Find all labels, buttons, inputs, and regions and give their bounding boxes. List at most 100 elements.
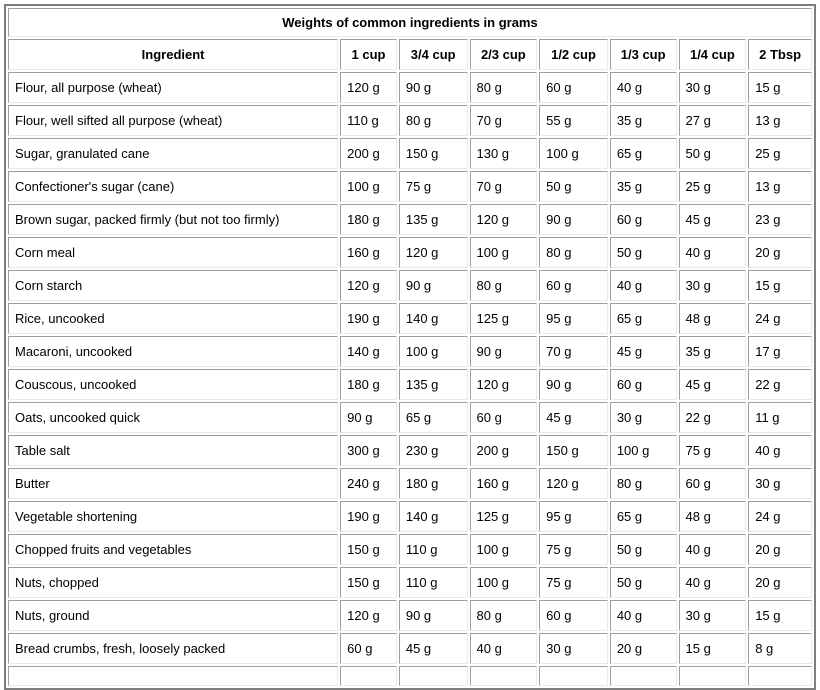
- ingredient-column-header: Ingredient: [8, 39, 339, 70]
- weight-cell: 60 g: [539, 270, 608, 301]
- weight-cell: 135 g: [398, 204, 468, 235]
- weight-cell: 60 g: [539, 72, 608, 103]
- ingredient-cell: Butter: [8, 468, 339, 499]
- weight-cell: 95 g: [539, 501, 608, 532]
- table-title: Weights of common ingredients in grams: [8, 8, 812, 37]
- weight-cell: 150 g: [340, 567, 397, 598]
- weight-cell: 90 g: [469, 336, 538, 367]
- ingredient-cell: Macaroni, uncooked: [8, 336, 339, 367]
- weight-cell: 30 g: [609, 402, 677, 433]
- quantity-column-header: 2 Tbsp: [748, 39, 812, 70]
- weight-cell: 100 g: [609, 435, 677, 466]
- ingredient-cell: Brown sugar, packed firmly (but not too …: [8, 204, 339, 235]
- weight-cell: 80 g: [469, 600, 538, 631]
- weight-cell: 23 g: [748, 204, 812, 235]
- weight-cell: 40 g: [678, 567, 747, 598]
- weight-cell: [609, 666, 677, 686]
- weight-cell: 40 g: [609, 72, 677, 103]
- weight-cell: 60 g: [609, 204, 677, 235]
- weight-cell: 110 g: [340, 105, 397, 136]
- weight-cell: 75 g: [539, 567, 608, 598]
- weight-cell: 20 g: [609, 633, 677, 664]
- weight-cell: [8, 666, 339, 686]
- weight-cell: 27 g: [678, 105, 747, 136]
- table-row: Corn meal 160 g 120 g 100 g 80 g 50 g 40 g 20 g: [8, 237, 812, 268]
- ingredient-cell: Couscous, uncooked: [8, 369, 339, 400]
- weight-cell: 50 g: [539, 171, 608, 202]
- weight-cell: 20 g: [748, 534, 812, 565]
- weight-cell: 80 g: [609, 468, 677, 499]
- weight-cell: 140 g: [398, 501, 468, 532]
- weight-cell: 130 g: [469, 138, 538, 169]
- ingredient-cell: Corn meal: [8, 237, 339, 268]
- ingredient-cell: Vegetable shortening: [8, 501, 339, 532]
- weight-cell: 200 g: [469, 435, 538, 466]
- ingredient-cell: Bread crumbs, fresh, loosely packed: [8, 633, 339, 664]
- weight-cell: 40 g: [609, 270, 677, 301]
- weight-cell: 55 g: [539, 105, 608, 136]
- weight-cell: 65 g: [609, 138, 677, 169]
- table-row: Flour, well sifted all purpose (wheat) 11…: [8, 105, 812, 136]
- weight-cell: 150 g: [398, 138, 468, 169]
- weight-cell: 180 g: [398, 468, 468, 499]
- quantity-column-header: 1/4 cup: [678, 39, 747, 70]
- weight-cell: 24 g: [748, 303, 812, 334]
- weight-cell: 150 g: [539, 435, 608, 466]
- weight-cell: 22 g: [748, 369, 812, 400]
- weight-cell: 30 g: [678, 72, 747, 103]
- weight-cell: 120 g: [340, 270, 397, 301]
- weight-cell: 100 g: [340, 171, 397, 202]
- table-row-clipped: [8, 666, 812, 686]
- weight-cell: 300 g: [340, 435, 397, 466]
- weight-cell: 48 g: [678, 501, 747, 532]
- weight-cell: 120 g: [539, 468, 608, 499]
- weight-cell: 20 g: [748, 567, 812, 598]
- weight-cell: 100 g: [469, 237, 538, 268]
- weight-cell: 70 g: [539, 336, 608, 367]
- weight-cell: 100 g: [469, 567, 538, 598]
- quantity-column-header: 1 cup: [340, 39, 397, 70]
- ingredient-cell: Oats, uncooked quick: [8, 402, 339, 433]
- weight-cell: 15 g: [748, 270, 812, 301]
- weight-cell: 40 g: [678, 237, 747, 268]
- weight-cell: 80 g: [469, 270, 538, 301]
- weight-cell: 60 g: [609, 369, 677, 400]
- weight-cell: 70 g: [469, 105, 538, 136]
- weight-cell: 100 g: [539, 138, 608, 169]
- weight-cell: 140 g: [340, 336, 397, 367]
- weight-cell: 15 g: [748, 600, 812, 631]
- weight-cell: 120 g: [469, 369, 538, 400]
- weight-cell: 48 g: [678, 303, 747, 334]
- weight-cell: 65 g: [609, 501, 677, 532]
- weight-cell: 120 g: [469, 204, 538, 235]
- ingredient-cell: Flour, all purpose (wheat): [8, 72, 339, 103]
- weight-cell: 35 g: [609, 105, 677, 136]
- weight-cell: 190 g: [340, 303, 397, 334]
- weight-cell: 150 g: [340, 534, 397, 565]
- table-row: Corn starch 120 g 90 g 80 g 60 g 40 g 30 g 15 g: [8, 270, 812, 301]
- weight-cell: 15 g: [748, 72, 812, 103]
- weight-cell: [398, 666, 468, 686]
- weight-cell: 120 g: [340, 600, 397, 631]
- table-row: Couscous, uncooked 180 g 135 g 120 g 90 g 60 …: [8, 369, 812, 400]
- weight-cell: 90 g: [398, 600, 468, 631]
- weight-cell: 180 g: [340, 369, 397, 400]
- weight-cell: 120 g: [398, 237, 468, 268]
- weight-cell: 30 g: [678, 600, 747, 631]
- weight-cell: 190 g: [340, 501, 397, 532]
- quantity-column-header: 3/4 cup: [398, 39, 468, 70]
- weight-cell: 90 g: [539, 204, 608, 235]
- weight-cell: 75 g: [678, 435, 747, 466]
- weight-cell: 230 g: [398, 435, 468, 466]
- weight-cell: 45 g: [678, 204, 747, 235]
- weight-cell: 30 g: [539, 633, 608, 664]
- weight-cell: 80 g: [469, 72, 538, 103]
- table-title-row: Weights of common ingredients in grams: [8, 8, 812, 37]
- table-header-row: Ingredient 1 cup 3/4 cup 2/3 cup 1/2 cup 1/3 …: [8, 39, 812, 70]
- weight-cell: 11 g: [748, 402, 812, 433]
- weight-cell: 50 g: [609, 534, 677, 565]
